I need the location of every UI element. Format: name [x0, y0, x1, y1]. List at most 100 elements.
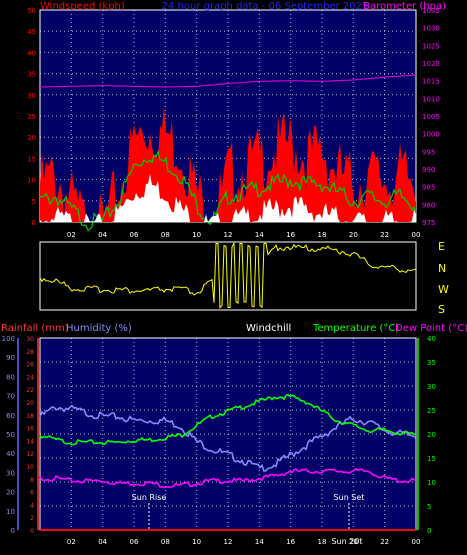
wind-right-tick: 980: [422, 201, 435, 209]
rainfall-tick: 14: [26, 438, 34, 445]
temperature-tick: 20: [427, 431, 436, 439]
wind-left-tick: 10: [27, 177, 36, 185]
wind-left-tick: 45: [27, 28, 36, 36]
wind-left-tick: 5: [32, 198, 36, 206]
humidity-tick: 100: [2, 335, 15, 343]
rainfall-tick: 28: [26, 349, 34, 356]
temp-series: [39, 393, 417, 531]
rainfall-label: Rainfall (mm): [1, 323, 69, 334]
wind-right-tick: 1005: [422, 113, 440, 121]
humidity-tick: 80: [6, 373, 15, 381]
wind-right-ticks: 975 980 985 990 995 1000 1005 1010 1015 1020 1025 1…: [422, 7, 440, 227]
temp-x-tick: 04: [98, 538, 107, 546]
temp-x-tick: 06: [130, 538, 139, 546]
wind-right-tick: 985: [422, 184, 435, 192]
direction-label-n: N: [438, 262, 446, 275]
humidity-tick: 50: [6, 431, 15, 439]
temp-x-tick: 02: [67, 538, 76, 546]
humidity-line: [39, 404, 417, 473]
rainfall-tick: 16: [26, 426, 34, 433]
wind-left-tick: 40: [27, 49, 36, 57]
rainfall-tick: 6: [30, 490, 34, 497]
rainfall-tick: 26: [26, 362, 34, 369]
temp-x-ticks: 02 04 06 08 10 12 14 16 18 20 22 00: [67, 538, 421, 546]
wind-left-ticks: 0 5 10 15 20 25 30 35 40 45 50: [27, 7, 36, 227]
wind-x-tick: 20: [349, 231, 358, 239]
wind-right-tick: 1010: [422, 95, 440, 103]
wind-right-tick: 1025: [422, 42, 440, 50]
wind-left-tick: 35: [27, 71, 36, 79]
humidity-tick: 20: [6, 489, 15, 497]
wind-right-tick: 1000: [422, 131, 440, 139]
rainfall-tick: 20: [26, 400, 34, 407]
temperature-tick: 25: [427, 407, 436, 415]
wind-right-tick: 1030: [422, 25, 440, 33]
temperature-tick: 35: [427, 359, 436, 367]
wind-chart-title: 24 hour graph data - 06 September 2025: [162, 1, 369, 12]
barometer-line: [40, 74, 417, 88]
wind-series-area: [40, 173, 416, 222]
humidity-tick: 70: [6, 393, 15, 401]
wind-right-tick: 1015: [422, 78, 440, 86]
wind-left-tick: 0: [32, 219, 36, 227]
temp-x-tick: 22: [380, 538, 389, 546]
wind-left-tick: 25: [27, 113, 36, 121]
rainfall-tick: 8: [30, 477, 34, 484]
humidity-tick: 90: [6, 354, 15, 362]
temperature-tick: 30: [427, 383, 436, 391]
temperature-line: [39, 393, 417, 446]
humidity-tick: 60: [6, 412, 15, 420]
sunset-label: Sun Set: [334, 493, 365, 502]
rainfall-tick: 2: [30, 515, 34, 522]
rainfall-tick: 10: [26, 464, 34, 471]
temp-x-tick: 14: [255, 538, 264, 546]
dewpoint-label: Dew Point (°C): [395, 323, 467, 334]
wind-x-tick: 22: [380, 231, 389, 239]
rainfall-tick: 24: [26, 374, 34, 381]
direction-label-e: E: [438, 240, 445, 253]
wind-x-tick: 08: [161, 231, 170, 239]
wind-left-axis-label: Windspeed (kph): [40, 1, 125, 12]
wind-right-tick: 990: [422, 166, 435, 174]
wind-right-tick: 1035: [422, 7, 440, 15]
humidity-label: Humidity (%): [66, 323, 132, 334]
rainfall-tick: 12: [26, 451, 34, 458]
wind-x-tick: 10: [192, 231, 201, 239]
wind-series: [39, 74, 417, 232]
wind-x-tick: 14: [255, 231, 264, 239]
wind-x-tick: 04: [98, 231, 107, 239]
humidity-tick: 0: [11, 527, 15, 535]
temp-x-tick: 12: [224, 538, 233, 546]
temperature-label: Temperature (°C): [312, 323, 399, 334]
wind-left-tick: 30: [27, 92, 36, 100]
wind-x-ticks: 02 04 06 08 10 12 14 16 18 20 22 00: [67, 231, 421, 239]
wind-x-tick: 02: [67, 231, 76, 239]
temperature-tick: 40: [427, 335, 436, 343]
sunset-tick-label: Sun 20t: [331, 537, 362, 546]
wind-right-axis-label: Barometer (hpa): [363, 1, 446, 12]
temperature-tick: 0: [427, 527, 431, 535]
rainfall-tick: 22: [26, 387, 34, 394]
wind-series-line: [39, 149, 417, 232]
dewpoint-line: [39, 467, 417, 489]
temp-x-tick: 00: [412, 538, 421, 546]
wind-right-tick: 975: [422, 219, 435, 227]
wind-left-tick: 15: [27, 155, 36, 163]
temp-x-tick: 10: [192, 538, 201, 546]
humidity-ticks: 0 10 20 30 40 50 60 70 80 90 100: [2, 335, 15, 535]
temp-x-tick: 16: [286, 538, 295, 546]
wind-x-tick: 16: [286, 231, 295, 239]
wind-right-tick: 995: [422, 148, 435, 156]
humidity-tick: 30: [6, 469, 15, 477]
sunrise-label: Sun Rise: [132, 493, 167, 502]
wind-right-tick: 1020: [422, 60, 440, 68]
rainfall-tick: 18: [26, 413, 34, 420]
temperature-ticks: 0 5 10 15 20 25 30 35 40: [427, 335, 436, 535]
humidity-tick: 10: [6, 508, 15, 516]
wind-left-tick: 20: [27, 134, 36, 142]
temp-x-tick: 20: [349, 538, 358, 546]
wind-x-tick: 00: [412, 231, 421, 239]
temp-x-tick: 18: [318, 538, 327, 546]
